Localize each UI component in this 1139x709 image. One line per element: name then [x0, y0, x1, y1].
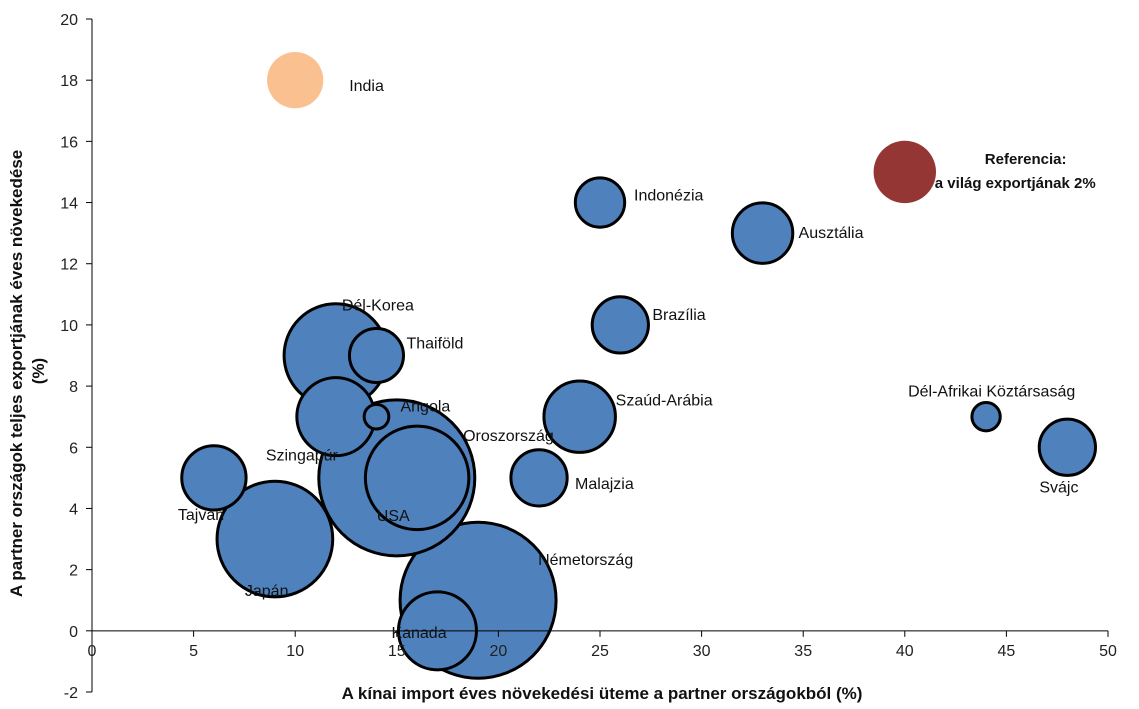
- bubble-thaifold: [347, 326, 406, 385]
- bubble-szaud-arabia: [542, 379, 617, 454]
- y-tick-label: 16: [60, 134, 78, 151]
- bubble-japan: [215, 479, 335, 599]
- bubble-layer: [180, 52, 1097, 680]
- bubble-ausztalia: [730, 201, 795, 265]
- label-kanada: Kanada: [391, 625, 446, 642]
- x-tick-label: 40: [896, 643, 914, 660]
- bubble-labels: Németország USA Japán Dél-Korea Oroszország K…: [178, 78, 1096, 642]
- bubble-malajzia: [509, 448, 569, 508]
- y-tick-label: 18: [60, 73, 78, 90]
- y-axis-title-line1: A partner országok teljes exportjának év…: [7, 150, 26, 597]
- x-tick-label: 0: [88, 643, 97, 660]
- label-angola: Angola: [400, 399, 450, 416]
- axes: 0 5 10 15 20 25 30 35 40 45 50 -2 0 2 4 6 8 10 12 14 16 18 20: [60, 12, 1117, 702]
- x-axis-title: A kínai import éves növekedési üteme a p…: [342, 684, 863, 703]
- label-del-korea: Dél-Korea: [342, 298, 414, 315]
- label-malajzia: Malajzia: [575, 476, 634, 493]
- label-indonezia: Indonézia: [634, 188, 703, 205]
- reference-label-line2: a világ exportjának 2%: [935, 175, 1096, 192]
- label-india: India: [349, 78, 384, 95]
- label-del-afrikai-koztarsasag: Dél-Afrikai Köztársaság: [908, 384, 1075, 401]
- y-tick-label: 6: [69, 440, 78, 457]
- label-japan: Japán: [245, 583, 289, 600]
- y-tick-label: 10: [60, 318, 78, 335]
- x-tick-label: 25: [591, 643, 609, 660]
- y-tick-label: 2: [69, 563, 78, 580]
- x-tick-label: 50: [1099, 643, 1117, 660]
- label-usa: USA: [377, 508, 410, 525]
- y-tick-label: 8: [69, 379, 78, 396]
- x-tick-label: 15: [388, 643, 406, 660]
- y-tick-label: 20: [60, 12, 78, 29]
- y-tick-label: 12: [60, 257, 78, 274]
- bubble-tajvan: [180, 444, 248, 512]
- y-tick-label: 4: [69, 501, 78, 518]
- x-tick-label: 35: [794, 643, 812, 660]
- x-tick-label: 5: [189, 643, 198, 660]
- y-axis-title: A partner országok teljes exportjának év…: [7, 145, 48, 597]
- y-tick-label: -2: [64, 685, 78, 702]
- reference-label-line1: Referencia:: [985, 151, 1067, 168]
- label-tajvan: Tajván: [178, 507, 224, 524]
- label-svajc: Svájc: [1039, 479, 1078, 496]
- label-brazilia: Brazília: [652, 307, 705, 324]
- x-tick-label: 20: [490, 643, 508, 660]
- label-ausztalia: Ausztália: [799, 225, 864, 242]
- bubble-brazilia: [590, 295, 650, 355]
- bubble-referencia: [873, 140, 936, 204]
- label-szaud-arabia: Szaúd-Arábia: [616, 393, 713, 410]
- bubble-del-afrikai-koztarsasag: [970, 401, 1002, 433]
- y-tick-label: 14: [60, 196, 78, 213]
- bubble-indonezia: [573, 176, 627, 229]
- label-szingapur: Szingapúr: [266, 448, 339, 465]
- x-tick-label: 45: [998, 643, 1016, 660]
- x-tick-label: 30: [693, 643, 711, 660]
- y-tick-label: 0: [69, 624, 78, 641]
- label-oroszorszag: Oroszország: [463, 428, 554, 445]
- bubble-india: [267, 52, 324, 109]
- bubble-svajc: [1037, 417, 1097, 477]
- x-tick-label: 10: [286, 643, 304, 660]
- label-thaifold: Thaiföld: [406, 336, 463, 353]
- label-nemetorszag: Németország: [538, 552, 633, 569]
- y-axis-title-line2: (%): [29, 358, 48, 384]
- bubble-oroszorszag: [363, 424, 471, 532]
- bubble-angola: [362, 402, 391, 431]
